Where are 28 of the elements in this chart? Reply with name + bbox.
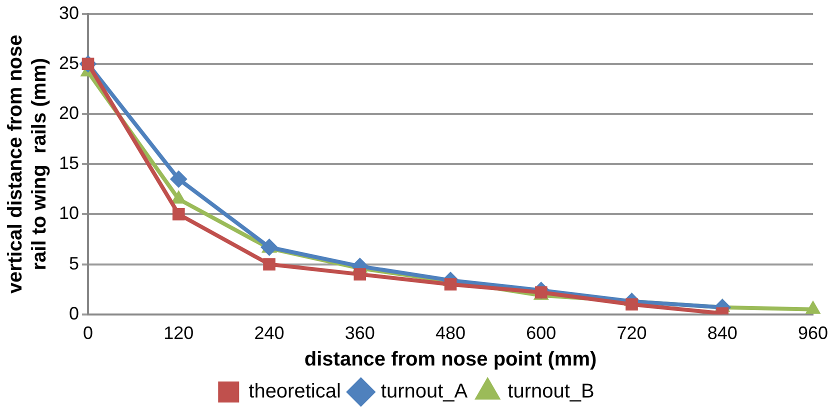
x-axis-title: distance from nose point (mm) bbox=[304, 348, 597, 371]
y-axis-title: vertical distance from nose rail to wing rails (mm) bbox=[4, 34, 51, 294]
y-tick-label: 0 bbox=[69, 303, 80, 324]
x-tick-label: 720 bbox=[616, 323, 647, 344]
legend-label: turnout_A bbox=[380, 380, 468, 403]
point bbox=[444, 278, 457, 290]
x-tick-label: 240 bbox=[254, 323, 284, 344]
y-tick-label: 30 bbox=[58, 2, 80, 23]
point bbox=[170, 170, 188, 188]
y-tick-label: 10 bbox=[58, 203, 80, 224]
x-tick-label: 960 bbox=[798, 323, 828, 344]
x-tick-label: 480 bbox=[435, 323, 466, 344]
x-tick-label: 120 bbox=[164, 323, 194, 344]
y-tick-label: 5 bbox=[69, 253, 80, 274]
x-tick-label: 600 bbox=[526, 323, 556, 344]
y-tick-label: 25 bbox=[58, 52, 80, 73]
x-tick-label: 840 bbox=[707, 323, 738, 344]
point bbox=[626, 298, 638, 311]
x-tick-label: 360 bbox=[344, 323, 375, 344]
point bbox=[172, 208, 185, 220]
legend-label: theoretical bbox=[248, 380, 341, 403]
legend-label: turnout_B bbox=[508, 380, 594, 403]
y-tick-label: 15 bbox=[58, 153, 80, 174]
point bbox=[263, 258, 276, 270]
point bbox=[260, 238, 278, 256]
y-tick-label: 20 bbox=[58, 102, 80, 123]
x-tick-label: 0 bbox=[83, 323, 94, 344]
point bbox=[354, 268, 366, 280]
